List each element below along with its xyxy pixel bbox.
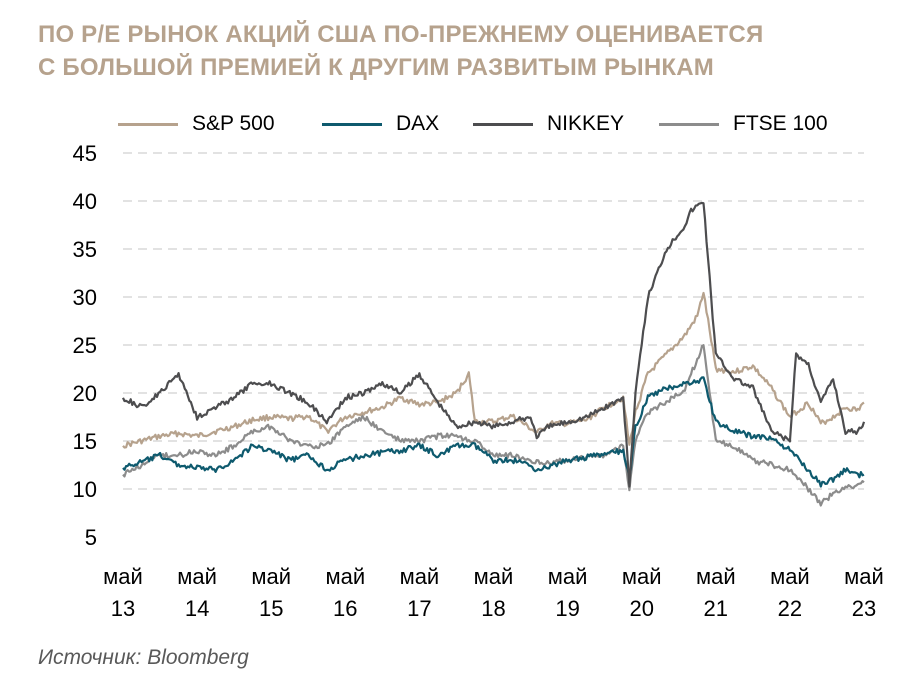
legend-label-ftse100: FTSE 100 bbox=[733, 112, 828, 135]
x-tick-month: май bbox=[474, 564, 514, 589]
x-tick-month: май bbox=[548, 564, 588, 589]
x-tick-year: 18 bbox=[481, 596, 505, 621]
x-tick-year: 16 bbox=[333, 596, 357, 621]
x-tick-year: 21 bbox=[704, 596, 728, 621]
x-tick-month: май bbox=[400, 564, 440, 589]
legend-swatch-sp500 bbox=[118, 122, 178, 126]
legend-item-sp500: S&P 500 bbox=[118, 110, 275, 138]
grid-lines bbox=[123, 152, 864, 490]
x-tick-year: 23 bbox=[852, 596, 876, 621]
x-tick-month: май bbox=[844, 564, 884, 589]
x-tick-month: май bbox=[251, 564, 291, 589]
legend-label-dax: DAX bbox=[396, 112, 440, 135]
legend-swatch-ftse100 bbox=[659, 122, 719, 126]
y-tick-label: 10 bbox=[73, 477, 97, 502]
chart-legend: S&P 500 DAX NIKKEY FTSE 100 bbox=[0, 110, 922, 138]
series-line-ftse100 bbox=[122, 344, 865, 507]
series-lines bbox=[122, 201, 866, 507]
y-tick-label: 45 bbox=[73, 141, 97, 166]
y-axis-ticks: 5 10 15 20 25 30 35 40 45 bbox=[73, 141, 97, 550]
x-tick-year: 20 bbox=[629, 596, 653, 621]
legend-swatch-dax bbox=[322, 122, 382, 126]
legend-label-sp500: S&P 500 bbox=[192, 112, 275, 135]
legend-item-ftse100: FTSE 100 bbox=[659, 110, 828, 138]
x-tick-year: 13 bbox=[111, 596, 135, 621]
legend-swatch-nikkey bbox=[473, 122, 533, 126]
y-tick-label: 20 bbox=[73, 381, 97, 406]
legend-item-nikkey: NIKKEY bbox=[473, 110, 624, 138]
x-tick-year: 19 bbox=[555, 596, 579, 621]
x-tick-year: 15 bbox=[259, 596, 283, 621]
x-tick-month: май bbox=[770, 564, 810, 589]
source-note: Источник: Bloomberg bbox=[38, 646, 249, 669]
x-axis-ticks: май 13 май 14 май 15 май 16 май 17 май 18 май 19 май 20… bbox=[103, 564, 884, 621]
x-tick-month: май bbox=[325, 564, 365, 589]
chart-title-line-1: ПО Р/Е РЫНОК АКЦИЙ США ПО-ПРЕЖНЕМУ ОЦЕНИ… bbox=[38, 21, 764, 48]
x-tick-month: май bbox=[622, 564, 662, 589]
y-tick-label: 25 bbox=[73, 333, 97, 358]
legend-item-dax: DAX bbox=[322, 110, 439, 138]
series-line-sp500 bbox=[122, 291, 865, 449]
y-tick-label: 40 bbox=[73, 189, 97, 214]
legend-label-nikkey: NIKKEY bbox=[547, 112, 625, 135]
y-tick-label: 35 bbox=[73, 237, 97, 262]
x-tick-month: май bbox=[103, 564, 143, 589]
y-tick-label: 15 bbox=[73, 429, 97, 454]
x-tick-year: 14 bbox=[185, 596, 209, 621]
x-tick-month: май bbox=[696, 564, 736, 589]
chart-title-line-2: С БОЛЬШОЙ ПРЕМИЕЙ К ДРУГИМ РАЗВИТЫМ РЫНК… bbox=[38, 54, 714, 81]
x-tick-year: 17 bbox=[407, 596, 431, 621]
series-line-nikkey bbox=[122, 201, 866, 488]
series-line-dax bbox=[122, 376, 865, 488]
x-tick-month: май bbox=[177, 564, 217, 589]
y-tick-label: 30 bbox=[73, 285, 97, 310]
y-tick-label: 5 bbox=[85, 525, 97, 550]
chart-title: ПО Р/Е РЫНОК АКЦИЙ США ПО-ПРЕЖНЕМУ ОЦЕНИ… bbox=[38, 18, 908, 84]
x-tick-year: 22 bbox=[778, 596, 802, 621]
